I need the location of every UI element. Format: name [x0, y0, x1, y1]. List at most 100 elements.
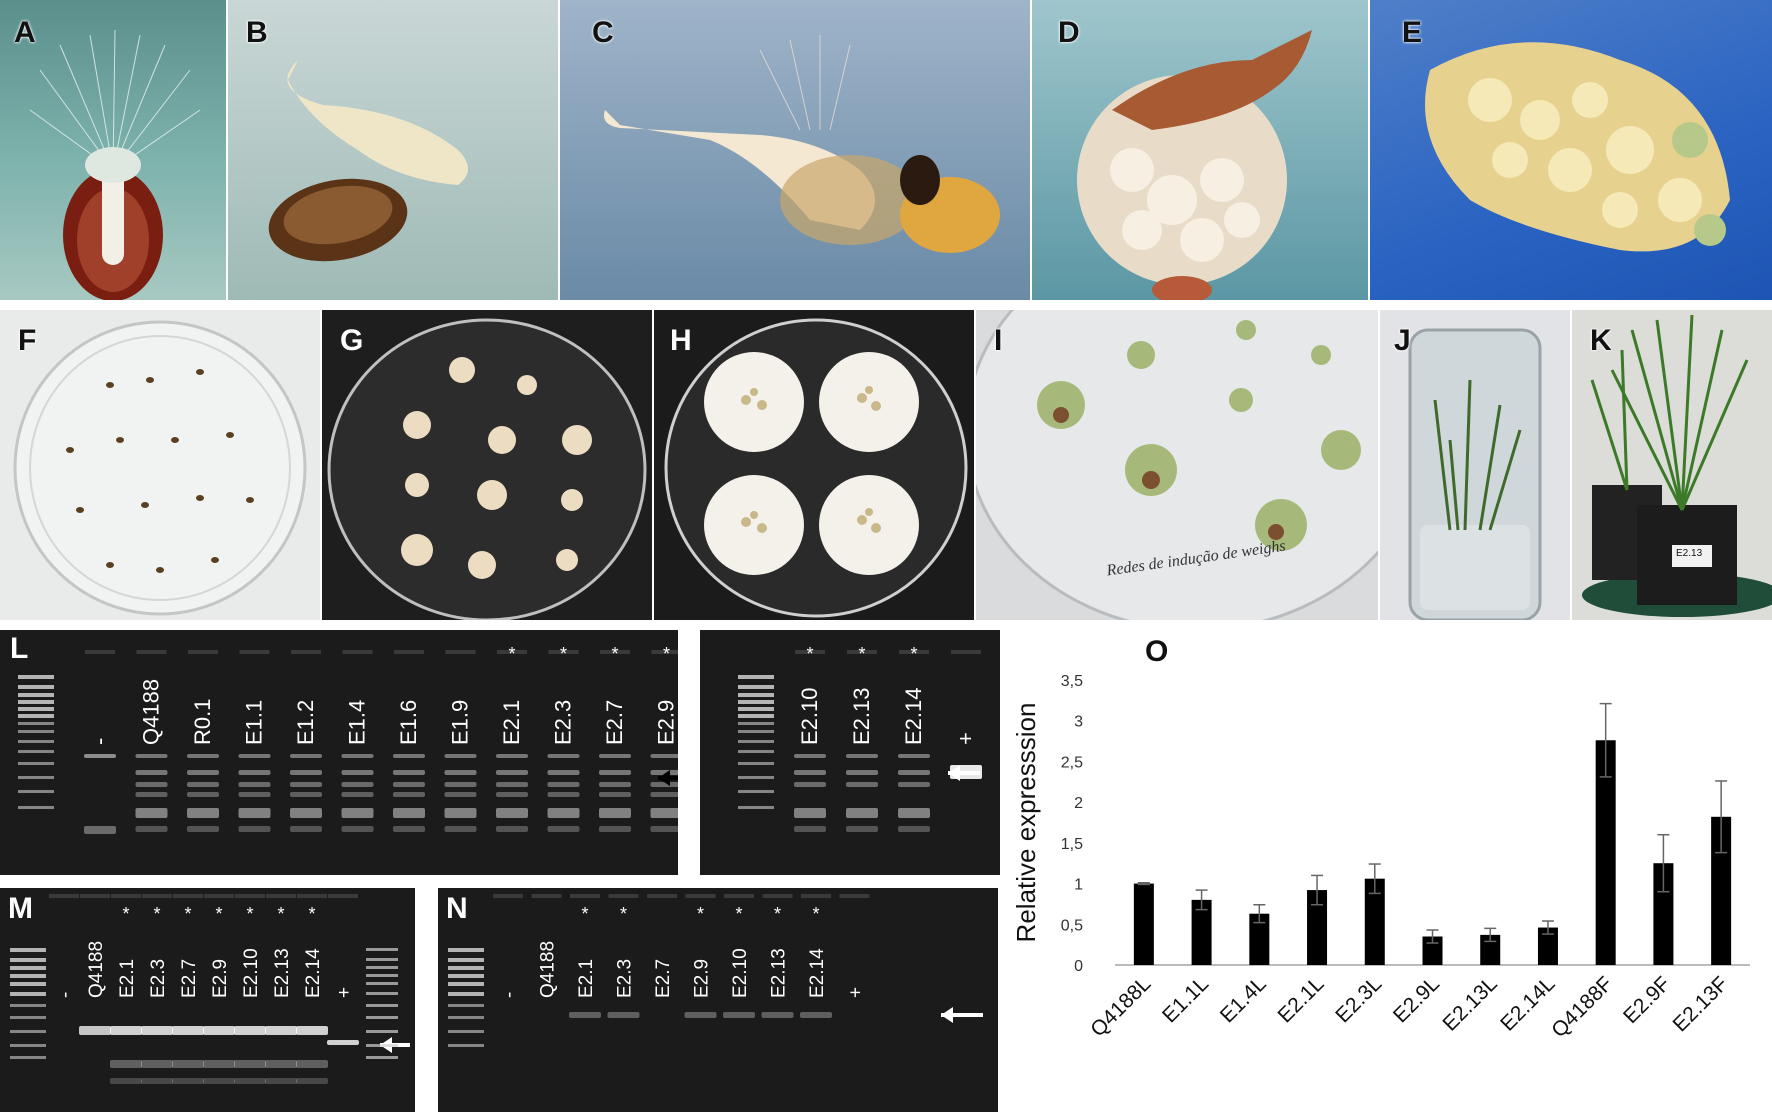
ladder-band [738, 776, 774, 779]
y-tick-label: 3 [1074, 714, 1083, 731]
gel-band [393, 770, 425, 775]
gel-band [341, 782, 374, 787]
significance-star: * [246, 904, 253, 924]
panel-label-n: N [446, 892, 468, 925]
ladder-band [10, 948, 46, 952]
y-tick-label: 2 [1074, 795, 1083, 812]
ladder-band [738, 740, 774, 743]
lane-label: E2.14 [807, 948, 828, 998]
significance-star: * [308, 904, 315, 924]
gel-band [290, 808, 322, 818]
gel-band [650, 782, 678, 787]
gel-band [135, 826, 168, 832]
ladder-band [448, 992, 484, 996]
ladder-band [448, 974, 484, 978]
gel-band [607, 1012, 640, 1018]
panel-label-j: J [1394, 324, 1411, 357]
panel-d: D [1032, 0, 1368, 300]
gel-band [547, 754, 580, 758]
gel-band [444, 826, 477, 832]
ladder-band [18, 740, 54, 743]
gel-band [203, 1026, 235, 1035]
gel-band [234, 1060, 266, 1068]
gel-band [794, 808, 826, 818]
gel-band [203, 1078, 235, 1084]
gel-band [496, 792, 528, 797]
ladder-band [738, 790, 774, 793]
ladder-band [366, 974, 398, 977]
gel-band [327, 1040, 359, 1045]
gel-band [341, 808, 374, 818]
gel-well [328, 894, 358, 898]
gel-band [110, 1078, 142, 1084]
potted-plants-image [1582, 314, 1772, 617]
gel-well [600, 650, 630, 654]
gel-band [234, 1026, 266, 1035]
gel-l-left: - Q4188 R0.1 E1.1 E1.2 E1.4 E1.6 E1.9 * E2.1 * E2.3… [18, 644, 678, 834]
ladder-band [366, 1004, 398, 1007]
ladder-band [18, 707, 54, 711]
bar [1711, 816, 1732, 965]
gel-band [547, 782, 580, 787]
lane-label: E1.1 [242, 700, 267, 745]
gel-well [136, 650, 167, 654]
panel-h: H [654, 310, 974, 620]
gel-well [531, 894, 562, 898]
gel-band [800, 1012, 832, 1018]
gel-well [685, 894, 716, 898]
gel-well [49, 894, 79, 898]
lane-label: E2.10 [241, 948, 262, 998]
x-tick-label: Q4188F [1547, 972, 1617, 1042]
gel-well [651, 650, 678, 654]
gel-band [238, 754, 271, 758]
lane-label: E2.10 [730, 948, 751, 998]
gel-band [238, 808, 271, 818]
ladder-band [448, 1030, 484, 1033]
gel-well [204, 894, 234, 898]
bar [1595, 740, 1616, 965]
ladder-band [366, 1044, 398, 1047]
gel-band [794, 782, 826, 787]
significance-star: * [560, 644, 567, 664]
gel-well [724, 894, 754, 898]
lane-label: E1.4 [345, 700, 370, 745]
ladder-band [18, 776, 54, 779]
gel-well [847, 650, 877, 654]
gel-band [172, 1060, 204, 1068]
gel-band [794, 826, 826, 832]
panel-k: E2.13 K [1572, 310, 1772, 620]
x-tick-label: E2.13F [1669, 972, 1733, 1036]
ladder-band [448, 1044, 484, 1047]
significance-star: * [806, 644, 813, 664]
gel-band [547, 808, 580, 818]
gel-band [547, 826, 580, 832]
bar [1133, 883, 1154, 965]
gel-well [394, 650, 424, 654]
y-tick-label: 1 [1074, 877, 1083, 894]
significance-star: * [910, 644, 917, 664]
gel-band [341, 754, 374, 758]
gel-well [762, 894, 793, 898]
lane-label: E2.7 [602, 700, 627, 745]
bar [1537, 927, 1558, 965]
ladder-band [10, 966, 46, 970]
gel-band [794, 770, 826, 775]
gel-band [444, 782, 477, 787]
lane-label: E2.7 [179, 959, 200, 998]
significance-star: * [277, 904, 284, 924]
gel-band [496, 754, 528, 758]
gel-band [135, 792, 168, 797]
lane-label: E2.13 [272, 948, 293, 998]
gel-band [141, 1078, 173, 1084]
lane-label: E2.14 [901, 688, 926, 746]
ladder-band [738, 700, 774, 704]
lane-label: - [55, 992, 76, 998]
ladder-band [18, 700, 54, 704]
panel-label-a: A [14, 16, 36, 49]
y-axis-label: Relative expresssion [1011, 703, 1041, 943]
gel-band [141, 1060, 173, 1068]
ladder-band [738, 762, 774, 765]
panel-label-b: B [246, 16, 268, 49]
gel-band [234, 1078, 266, 1084]
ladder-band [10, 992, 46, 996]
